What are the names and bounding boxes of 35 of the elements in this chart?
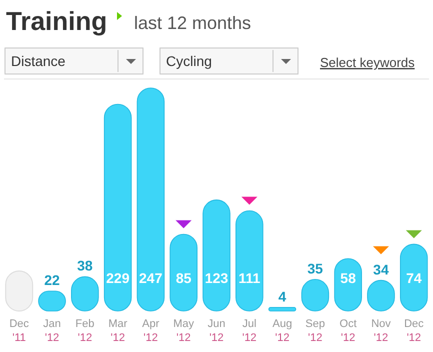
bar [104, 104, 132, 312]
x-tick-label: Dec '11 [9, 318, 30, 344]
data-label: 111 [238, 270, 261, 286]
x-tick-label: Mar '12 [108, 318, 128, 344]
data-label: 85 [176, 270, 192, 286]
data-label: 123 [204, 270, 228, 286]
data-label: 38 [77, 258, 93, 274]
chart-subtitle: last 12 months [134, 13, 252, 33]
bar [268, 306, 296, 312]
x-tick-label: Jan '12 [43, 318, 61, 344]
x-tick-label: Nov '12 [371, 318, 392, 344]
data-label: 58 [340, 270, 356, 286]
x-tick-label: May '12 [173, 318, 194, 344]
x-tick-label: Oct '12 [340, 318, 357, 344]
x-tick-label: Dec '12 [404, 318, 424, 344]
bar [236, 210, 264, 312]
chart-title: Training [6, 6, 108, 36]
data-label: 34 [373, 261, 389, 278]
x-tick-label: Feb '12 [75, 318, 94, 344]
data-label: 74 [406, 270, 422, 286]
data-label: 22 [44, 272, 60, 288]
bar [202, 200, 230, 312]
text: Select keywords [320, 55, 416, 70]
bar [136, 88, 165, 312]
data-label: 4 [278, 288, 286, 304]
x-tick-label: Apr '12 [142, 318, 160, 344]
x-tick-label: Jul '12 [242, 318, 257, 344]
x-tick-label: Jun '12 [208, 318, 226, 344]
data-label: 247 [139, 270, 163, 286]
data-label: 35 [307, 260, 324, 276]
x-tick-label: Sep '12 [305, 318, 325, 344]
data-label: 229 [106, 270, 130, 286]
text: Cycling [166, 53, 212, 69]
text: Distance [11, 53, 66, 69]
x-tick-label: Aug '12 [272, 318, 292, 344]
